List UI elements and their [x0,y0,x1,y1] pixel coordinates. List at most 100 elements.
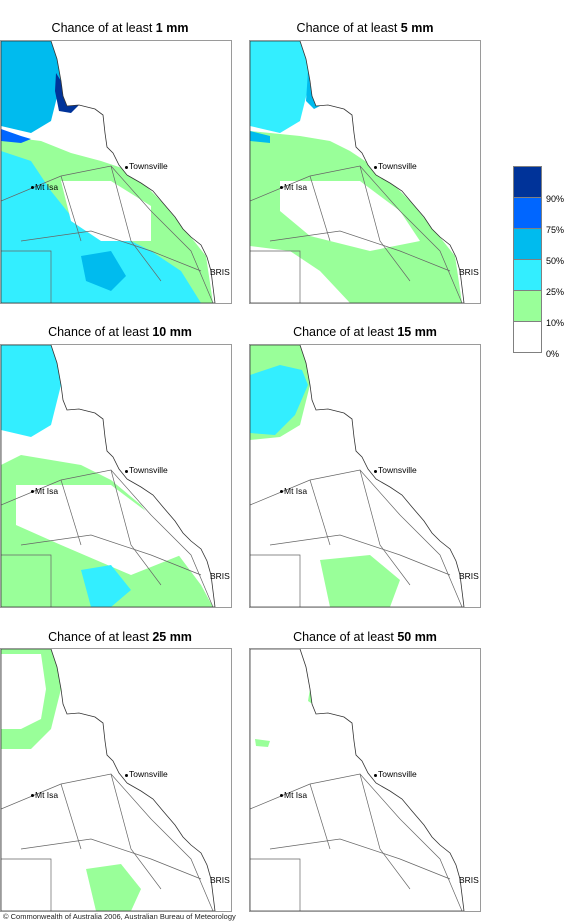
legend-label-90: 90% [546,194,565,204]
title-amount: 25 mm [152,630,192,644]
queensland-map [1,345,216,607]
mt-isa-label: Mt Isa [35,486,59,496]
district-boundary [60,479,82,546]
rain-probability-area [1,129,31,143]
coastline [250,41,465,303]
legend-label-10: 10% [546,318,565,328]
townsville-dot [374,470,377,473]
district-boundary [250,250,301,303]
probability-legend [513,166,542,353]
district-boundary [399,514,463,607]
district-boundary [399,818,463,911]
title-amount: 10 mm [152,325,192,339]
legend-swatch-25 [514,260,541,291]
mt-isa-dot [31,186,34,189]
mt-isa-label: Mt Isa [284,486,308,496]
queensland-map [250,41,465,303]
district-boundary [250,858,301,911]
district-boundary [110,469,162,586]
district-boundary [110,773,162,890]
coastline [1,41,216,303]
mt-isa-dot [31,490,34,493]
coastline [1,649,216,911]
rain-probability-area [1,654,46,729]
district-boundary [110,165,162,282]
rain-probability-area [306,71,322,109]
title-prefix: Chance of at least [296,21,401,35]
townsville-label: Townsville [378,465,417,475]
title-prefix: Chance of at least [48,325,153,339]
legend-swatch-10 [514,291,541,322]
district-boundary [1,858,52,911]
queensland-map [250,649,465,911]
panel-title-1mm: Chance of at least 1 mm [0,21,240,35]
townsville-dot [125,166,128,169]
legend-label-75: 75% [546,225,565,235]
mt-isa-label: Mt Isa [284,182,308,192]
panel-title-5mm: Chance of at least 5 mm [245,21,485,35]
coastline [1,345,216,607]
rain-probability-area [280,181,420,251]
mt-isa-label: Mt Isa [35,790,59,800]
legend-label-50: 50% [546,256,565,266]
rain-probability-area [260,460,440,585]
district-boundary [359,165,411,282]
brisbane-label: BRIS [210,571,230,581]
title-prefix: Chance of at least [293,325,398,339]
legend-label-0: 0% [546,349,560,359]
brisbane-label: BRIS [210,267,230,277]
brisbane-label: BRIS [459,571,479,581]
panel-title-50mm: Chance of at least 50 mm [245,630,485,644]
rain-probability-area [16,485,181,575]
rain-probability-area [255,739,270,747]
townsville-label: Townsville [378,161,417,171]
district-boundary [309,783,331,850]
brisbane-label: BRIS [459,875,479,885]
map-panel-10mm: Townsville Mt Isa BRIS [0,344,232,608]
rain-probability-area [250,365,308,435]
district-boundary [269,230,451,272]
townsville-label: Townsville [129,769,168,779]
district-boundary [1,250,52,303]
mt-isa-dot [280,490,283,493]
district-boundary [399,210,463,303]
mt-isa-dot [31,794,34,797]
mt-isa-dot [280,186,283,189]
townsville-label: Townsville [129,465,168,475]
townsville-dot [125,470,128,473]
title-amount: 15 mm [397,325,437,339]
rain-probability-area [61,181,151,241]
legend-label-25: 25% [546,287,565,297]
mt-isa-label: Mt Isa [35,182,59,192]
title-prefix: Chance of at least [48,630,153,644]
title-prefix: Chance of at least [293,630,398,644]
district-boundary [60,175,82,242]
district-boundary [359,469,411,586]
panel-title-15mm: Chance of at least 15 mm [245,325,485,339]
townsville-dot [125,774,128,777]
brisbane-label: BRIS [210,875,230,885]
district-boundary [150,818,214,911]
rain-probability-area [250,131,270,143]
townsville-label: Townsville [129,161,168,171]
rain-probability-area [1,41,61,133]
map-panel-25mm: Townsville Mt Isa BRIS [0,648,232,912]
townsville-dot [374,774,377,777]
district-boundary [150,210,214,303]
map-panel-1mm: Townsville Mt Isa BRIS [0,40,232,304]
district-boundary [20,838,202,880]
queensland-map [1,41,216,303]
map-panel-50mm: Townsville Mt Isa BRIS [249,648,481,912]
rain-probability-area [55,73,79,113]
panel-title-25mm: Chance of at least 25 mm [0,630,240,644]
district-boundary [150,514,214,607]
coastline [250,345,465,607]
legend-swatch-90 [514,167,541,198]
district-boundary [269,534,451,576]
title-amount: 50 mm [397,630,437,644]
district-boundary [250,554,301,607]
brisbane-label: BRIS [459,267,479,277]
rain-probability-area [81,565,131,607]
map-panel-15mm: Townsville Mt Isa BRIS [249,344,481,608]
rain-probability-area [81,251,126,291]
